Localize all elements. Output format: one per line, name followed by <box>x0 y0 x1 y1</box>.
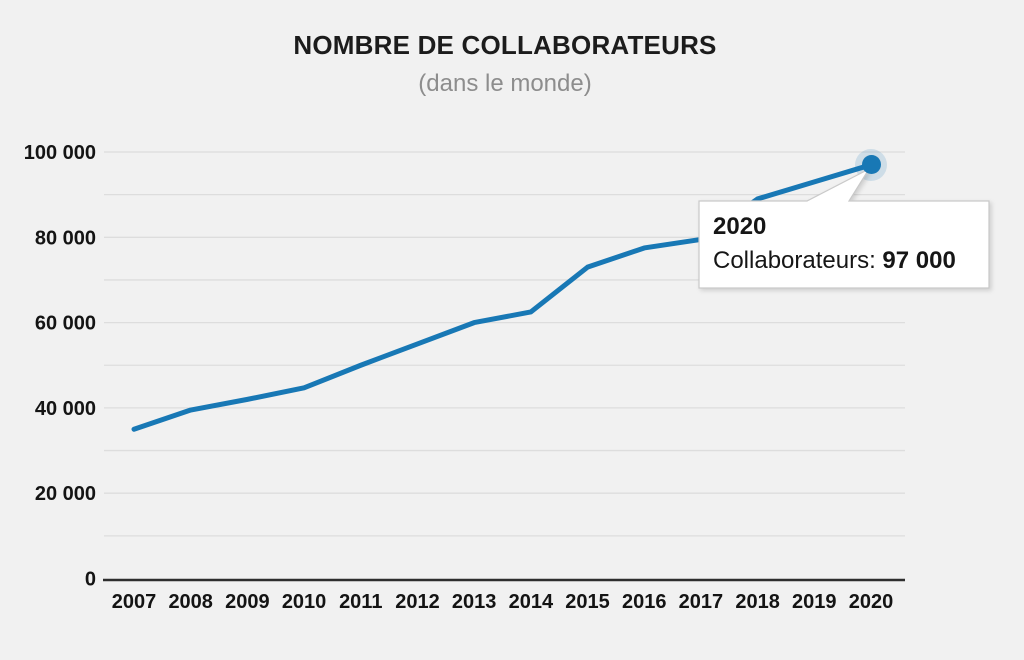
tooltip-year: 2020 <box>713 213 767 240</box>
x-axis-label: 2018 <box>735 591 780 613</box>
x-axis-label: 2008 <box>168 591 213 613</box>
tooltip-callout-box <box>698 167 990 289</box>
y-axis-labels: 0 20 000 40 000 60 000 80 000 100 000 <box>24 142 96 591</box>
chart-subtitle: (dans le monde) <box>418 70 592 97</box>
x-axis-label: 2016 <box>622 591 667 613</box>
data-point-2020[interactable] <box>861 155 881 175</box>
x-axis-labels: 2007 2008 2009 2010 2011 2012 2013 2014 2015 2016… <box>112 591 894 613</box>
x-axis-label: 2017 <box>679 591 724 613</box>
x-axis-label: 2015 <box>565 591 610 613</box>
x-axis-label: 2013 <box>452 591 497 613</box>
x-axis-label: 2007 <box>112 591 157 613</box>
x-axis-label: 2014 <box>509 591 554 613</box>
y-axis-label: 20 000 <box>35 483 96 505</box>
y-axis-label: 80 000 <box>35 227 96 249</box>
tooltip: 2020 Collaborateurs: 97 000 <box>698 160 1000 292</box>
x-axis-label: 2012 <box>395 591 440 613</box>
x-axis-label: 2009 <box>225 591 270 613</box>
tooltip-callout-shape <box>698 167 990 289</box>
x-axis-label: 2010 <box>282 591 327 613</box>
y-axis-label: 40 000 <box>35 398 96 420</box>
tooltip-series-label: Collaborateurs: <box>713 247 876 274</box>
x-axis-label: 2011 <box>339 591 382 613</box>
chart-title: NOMBRE DE COLLABORATEURS <box>293 30 717 60</box>
y-axis-label: 60 000 <box>35 313 96 335</box>
tooltip-body: Collaborateurs: 97 000 <box>713 247 956 275</box>
x-axis-label: 2019 <box>792 591 837 613</box>
tooltip-value: 97 000 <box>882 247 956 274</box>
chart-header: NOMBRE DE COLLABORATEURS (dans le monde) <box>0 0 1010 98</box>
y-axis-label: 0 <box>85 569 96 591</box>
x-axis-label: 2020 <box>849 591 894 613</box>
y-axis-label: 100 000 <box>24 142 96 164</box>
